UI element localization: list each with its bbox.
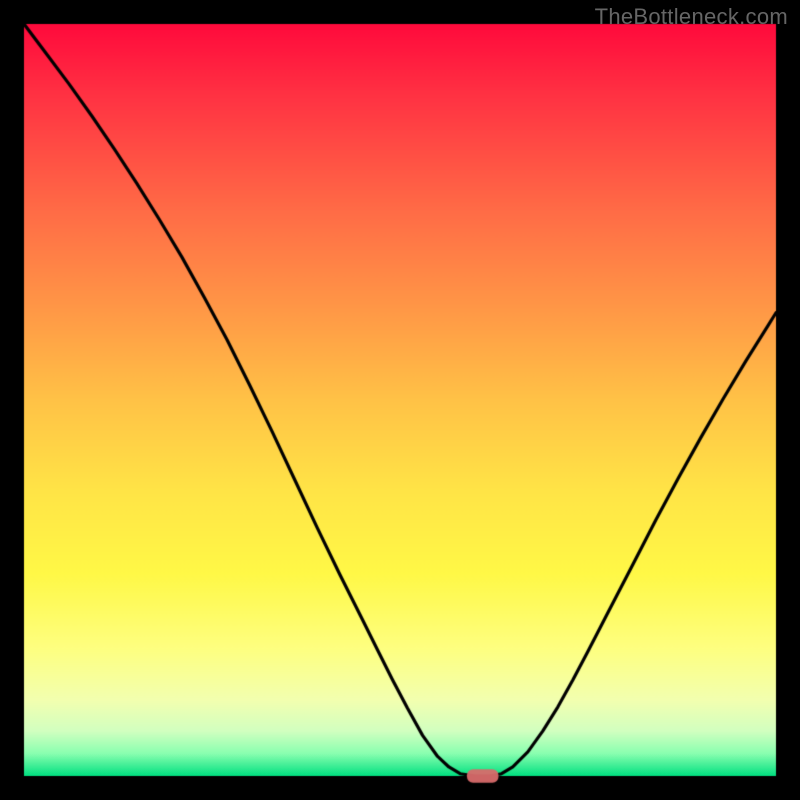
bottleneck-chart-canvas xyxy=(0,0,800,800)
chart-container: TheBottleneck.com xyxy=(0,0,800,800)
watermark-text: TheBottleneck.com xyxy=(595,4,788,30)
